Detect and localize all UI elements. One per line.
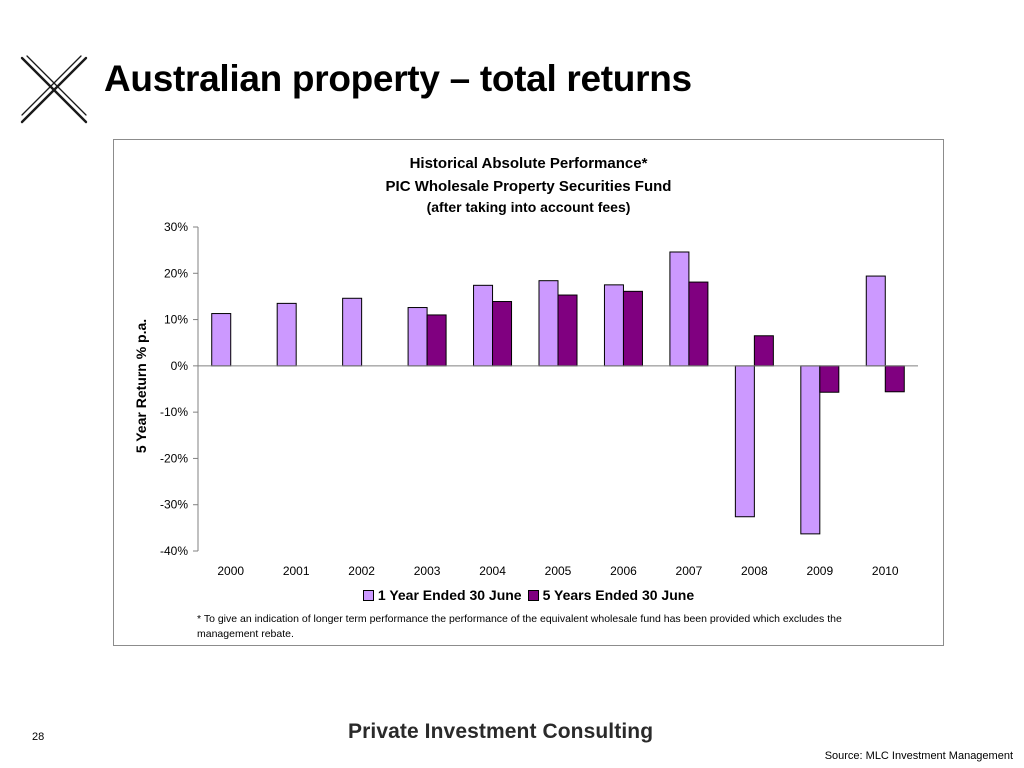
legend-swatch-5-years (527, 589, 539, 601)
x-tick-label: 2009 (806, 564, 833, 578)
chart-footnote: * To give an indication of longer term p… (197, 613, 842, 640)
x-tick-label: 2000 (217, 564, 244, 578)
bar-1-year-2003 (407, 307, 428, 367)
legend-swatch-1-year (362, 589, 374, 601)
legend-label-1-year: 1 Year Ended 30 June (377, 587, 522, 603)
y-tick-label: 30% (164, 220, 188, 234)
bar-1-year-2008 (734, 365, 755, 518)
x-tick-label: 2001 (283, 564, 310, 578)
bar-5-years-2003 (426, 314, 447, 367)
bar-5-years-2009 (819, 365, 840, 393)
bar-1-year-2002 (342, 297, 363, 367)
x-tick-label: 2008 (741, 564, 768, 578)
chart-container: Historical Absolute Performance* PIC Who… (113, 139, 944, 646)
brand-wordmark: Private Investment Consulting (348, 720, 654, 743)
x-tick-label: 2007 (676, 564, 703, 578)
bar-1-year-2004 (473, 284, 494, 367)
source-note: Source: MLC Investment Management (824, 750, 1013, 762)
bar-5-years-2008 (753, 335, 774, 367)
y-tick-label: 10% (164, 313, 188, 327)
slide-title: Australian property – total returns (104, 58, 692, 99)
bar-1-year-2000 (211, 313, 232, 367)
chart-legend: 1 Year Ended 30 June 5 Years Ended 30 Ju… (114, 587, 943, 603)
x-tick-label: 2003 (414, 564, 441, 578)
legend-item-1-year: 1 Year Ended 30 June (362, 587, 522, 603)
y-tick-label: -10% (160, 405, 188, 419)
bar-1-year-2007 (669, 251, 690, 367)
y-tick-label: 20% (164, 266, 188, 280)
bar-chart-plot: 30% 20% 10% 0% -10% -20% -30% -40% 2000 2001 2002 2… (160, 220, 918, 578)
y-tick-label: -40% (160, 544, 188, 558)
x-tick-label: 2004 (479, 564, 506, 578)
bar-1-year-2006 (603, 284, 624, 367)
x-tick-label: 2005 (545, 564, 572, 578)
y-tick-label: 0% (171, 359, 189, 373)
chart-subtitle-fees: (after taking into account fees) (426, 199, 631, 215)
bar-1-year-2001 (276, 302, 297, 367)
bar-1-year-2005 (538, 280, 559, 367)
chart-subtitle: PIC Wholesale Property Securities Fund (385, 178, 672, 195)
legend-item-5-years: 5 Years Ended 30 June (527, 587, 695, 603)
y-tick-label: -30% (160, 498, 188, 512)
x-tick-label: 2006 (610, 564, 637, 578)
bar-1-year-2010 (865, 275, 886, 367)
bar-5-years-2007 (688, 281, 709, 367)
chart-title: Historical Absolute Performance* (409, 155, 648, 172)
company-logo-icon (20, 55, 88, 124)
legend-label-5-years: 5 Years Ended 30 June (542, 587, 695, 603)
x-tick-label: 2010 (872, 564, 899, 578)
bar-5-years-2006 (622, 290, 643, 367)
page-number: 28 (32, 731, 45, 743)
bar-5-years-2010 (884, 365, 905, 393)
x-tick-label: 2002 (348, 564, 375, 578)
bar-5-years-2005 (557, 294, 578, 367)
bar-1-year-2009 (800, 365, 821, 535)
y-tick-label: -20% (160, 451, 188, 465)
bar-5-years-2004 (492, 301, 513, 367)
